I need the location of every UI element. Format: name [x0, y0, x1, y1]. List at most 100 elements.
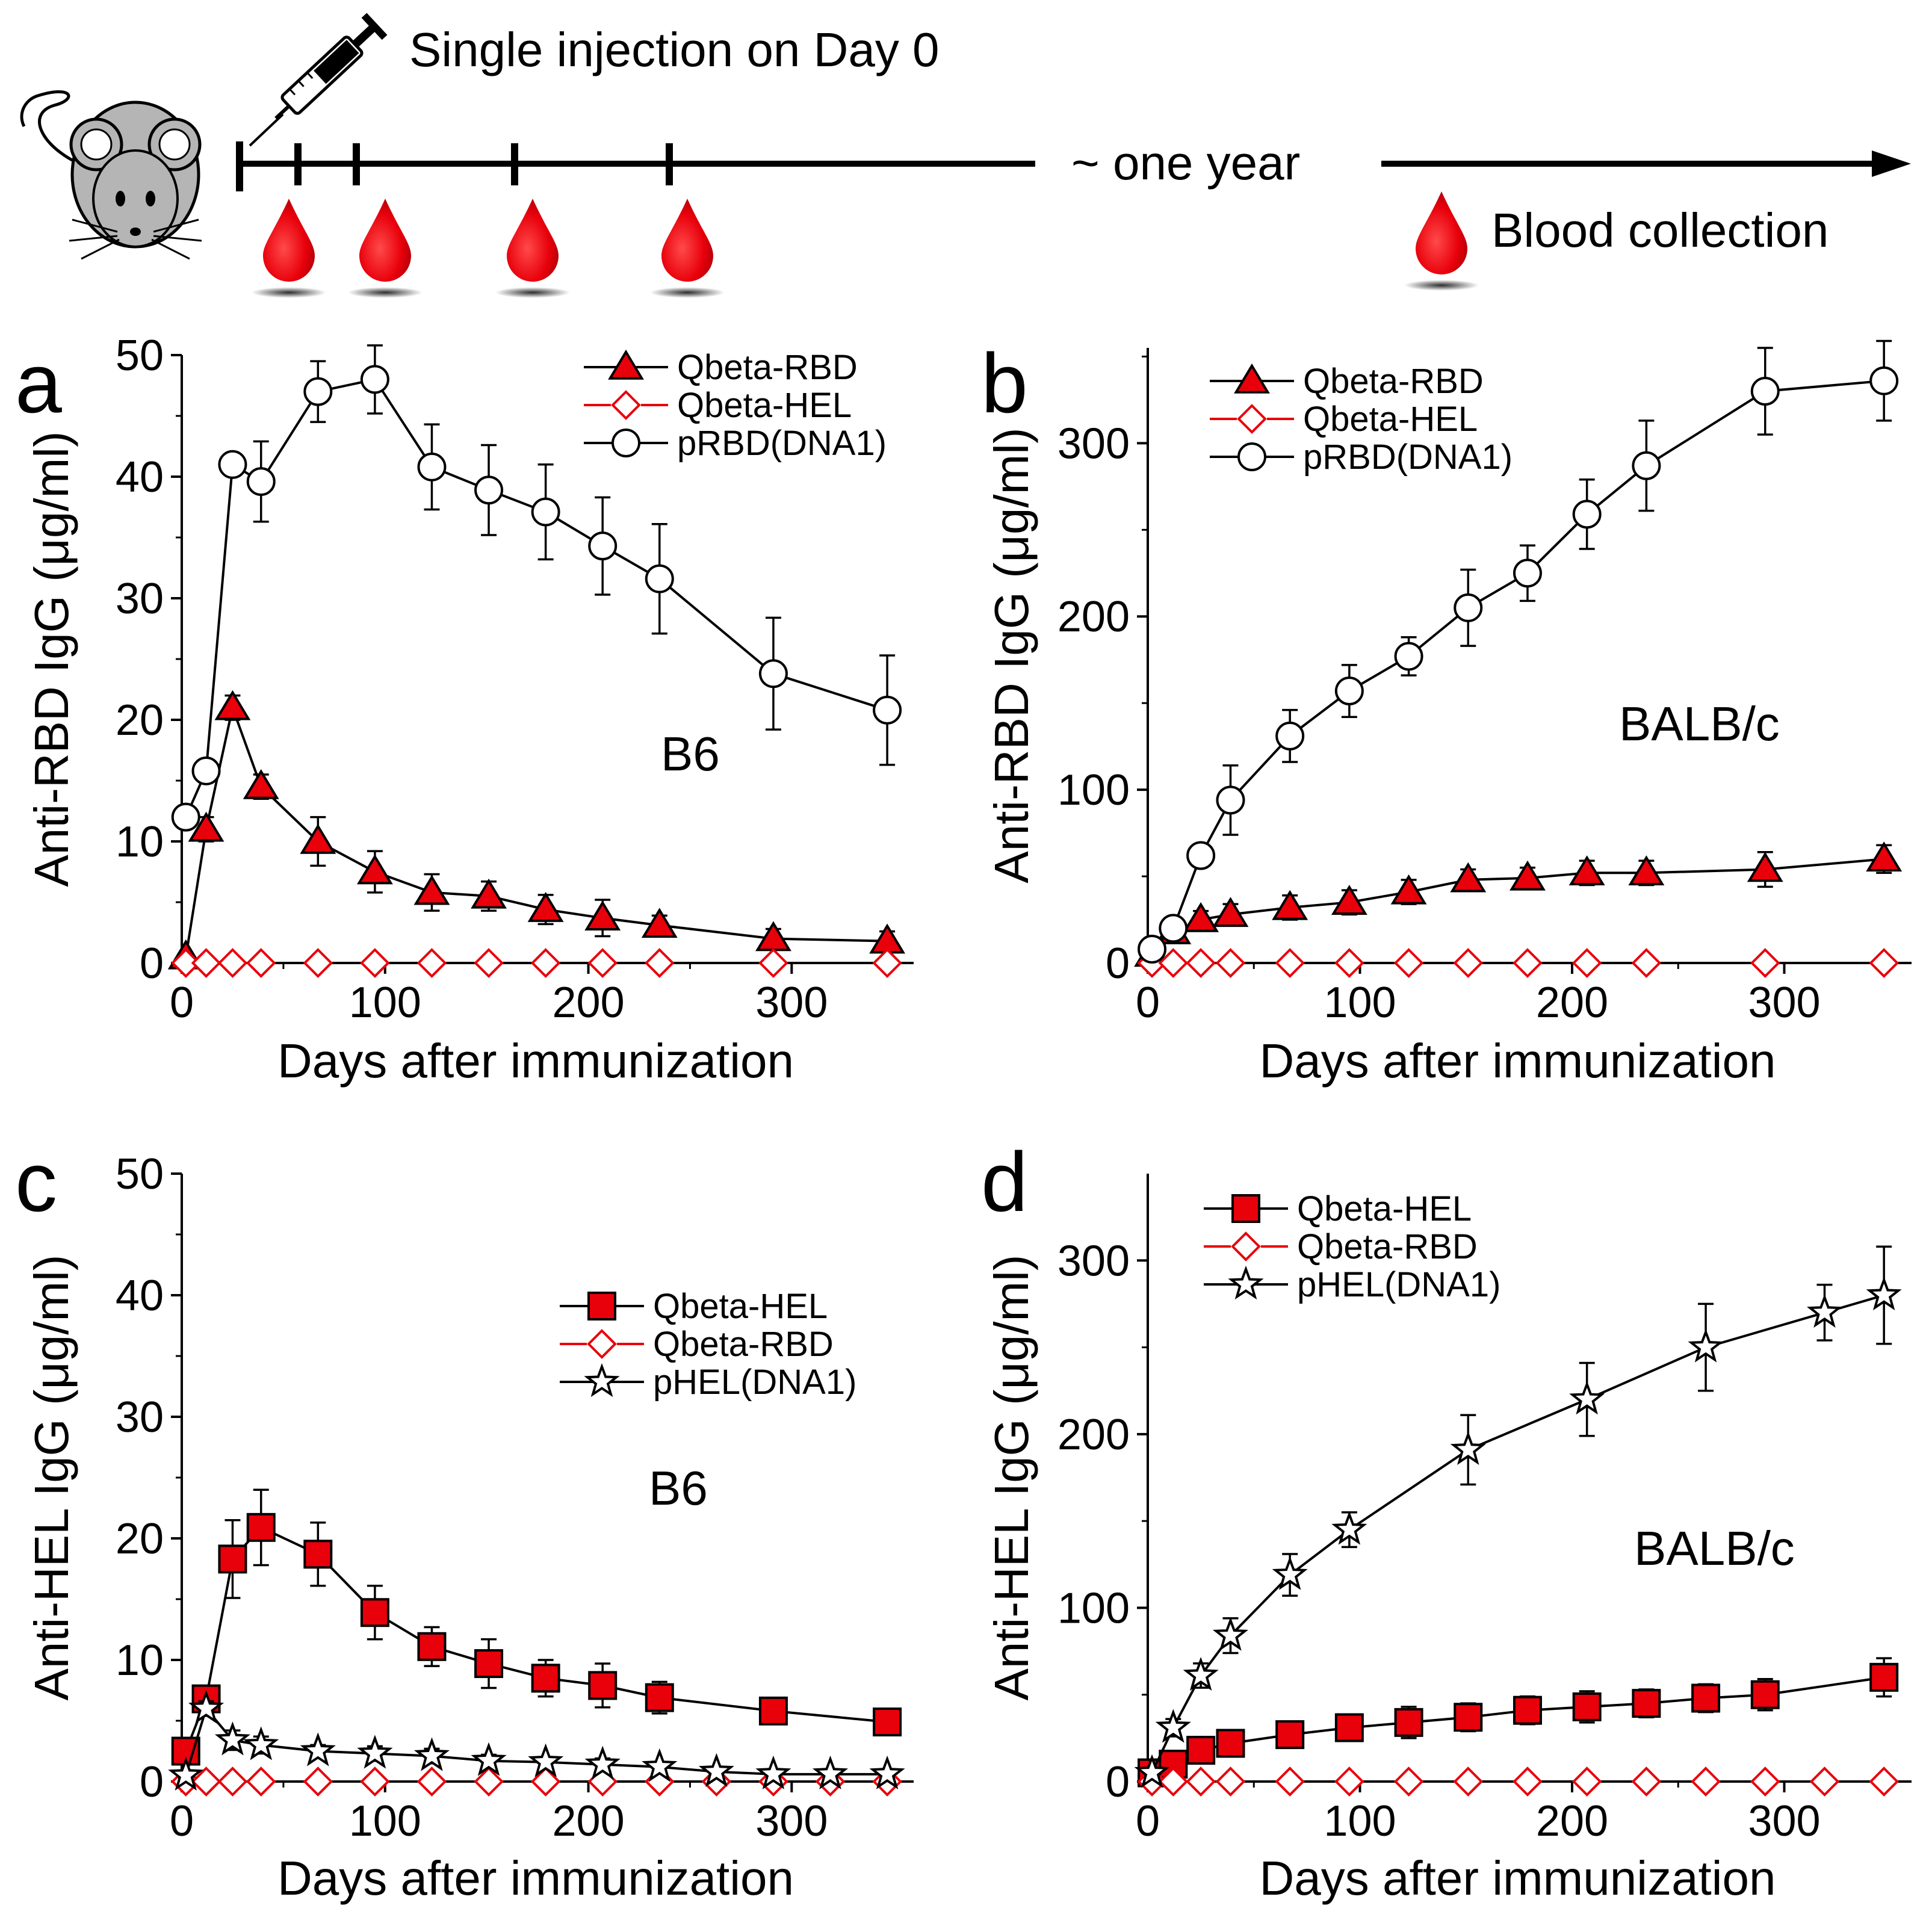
y-tick-label: 40 [116, 1272, 164, 1320]
x-tick-label: 100 [349, 1797, 421, 1845]
data-point [1869, 1766, 1900, 1797]
y-tick-label: 40 [116, 453, 164, 501]
y-tick-label: 20 [116, 1515, 164, 1563]
x-tick-label: 300 [1748, 1797, 1820, 1845]
data-point [360, 1598, 389, 1627]
legend-label: pHEL(DNA1) [1297, 1265, 1500, 1304]
data-point [1212, 1617, 1248, 1651]
data-point [1866, 841, 1903, 872]
data-point [1572, 1692, 1602, 1721]
data-point [1632, 451, 1661, 480]
strain-label: B6 [661, 727, 720, 781]
legend-label: Qbeta-RBD [677, 348, 858, 387]
legend-label: pRBD(DNA1) [677, 424, 887, 463]
panel-letter: b [981, 336, 1028, 430]
data-point [873, 695, 902, 725]
data-point [1572, 500, 1602, 529]
data-point [246, 1512, 276, 1542]
data-point [243, 1726, 279, 1760]
y-tick-label: 100 [1057, 766, 1130, 814]
data-point [1155, 1709, 1191, 1743]
x-tick-label: 200 [1536, 1797, 1608, 1845]
panel-letter: c [15, 1135, 57, 1229]
y-tick-label: 20 [116, 696, 164, 745]
data-point [1869, 1662, 1899, 1692]
data-point [1394, 1708, 1423, 1737]
y-tick-label: 0 [140, 940, 164, 988]
strain-label: B6 [649, 1461, 708, 1515]
data-point [1453, 948, 1484, 978]
y-axis-label: Anti-HEL IgG (μg/ml) [25, 1254, 78, 1700]
data-point [1454, 1703, 1483, 1732]
data-point [416, 1766, 447, 1797]
data-point [168, 1756, 204, 1791]
data-point [471, 1742, 507, 1776]
data-point [1275, 721, 1305, 751]
data-point [1212, 897, 1249, 927]
x-axis-label: Days after immunization [277, 1851, 794, 1905]
data-point [1215, 948, 1246, 978]
data-point [218, 450, 247, 479]
legend-marker [611, 390, 641, 420]
x-tick-label: 0 [1136, 1797, 1160, 1845]
data-point [758, 659, 788, 689]
data-point [1183, 1656, 1219, 1691]
series-Qbeta-RBD [1134, 841, 1903, 967]
schematic-header: Single injection on Day 0 ~ one year Blo… [20, 13, 1911, 298]
legend-label: Qbeta-RBD [653, 1325, 834, 1364]
data-point [584, 1745, 621, 1780]
data-point [214, 690, 251, 720]
timeline-label: ~ one year [1071, 136, 1300, 190]
y-tick-label: 30 [116, 575, 164, 623]
data-point [1866, 1276, 1902, 1311]
data-point [1186, 1736, 1216, 1765]
x-tick-label: 300 [755, 1797, 828, 1845]
data-point [1631, 1766, 1662, 1797]
data-point [1216, 1729, 1245, 1758]
data-point [1186, 948, 1216, 978]
data-point [1216, 785, 1245, 815]
legend-marker [587, 1292, 616, 1321]
legend-label: Qbeta-HEL [677, 386, 852, 425]
data-point [1869, 366, 1899, 395]
y-tick-label: 200 [1057, 1411, 1130, 1459]
data-point [217, 1766, 248, 1797]
data-point [191, 948, 221, 978]
x-tick-label: 200 [552, 979, 624, 1027]
series-pRBD(DNA1) [1138, 339, 1899, 964]
legend-marker [1237, 404, 1267, 434]
series-pRBD(DNA1) [171, 344, 902, 832]
data-point [413, 1737, 450, 1771]
data-point [246, 1766, 276, 1797]
data-point [1450, 862, 1487, 893]
x-tick-label: 0 [1136, 979, 1160, 1027]
strain-label: BALB/c [1619, 697, 1780, 751]
data-point [474, 1649, 504, 1679]
legend-marker [1228, 1265, 1264, 1300]
data-point [1275, 1766, 1305, 1797]
data-point [528, 1743, 564, 1777]
mouse-icon [20, 90, 202, 260]
x-tick-label: 300 [755, 979, 828, 1027]
data-point [1275, 1720, 1305, 1750]
data-point [1183, 902, 1219, 932]
data-point [360, 948, 390, 978]
panel-letter: a [15, 336, 62, 430]
series-Qbeta-HEL [170, 948, 902, 978]
data-point [243, 769, 279, 799]
y-tick-label: 300 [1057, 420, 1130, 468]
data-point [1750, 948, 1780, 978]
data-point [1513, 1695, 1542, 1725]
panel-letter: d [981, 1135, 1028, 1229]
data-point [1453, 1766, 1484, 1797]
blood-drop-icon [348, 199, 423, 298]
data-point [1632, 1689, 1661, 1718]
y-axis-label: Anti-HEL IgG (μg/ml) [985, 1254, 1038, 1700]
data-point [474, 948, 504, 978]
series-Qbeta-HEL [1138, 1657, 1899, 1788]
data-point [1334, 1713, 1364, 1742]
data-point [1691, 1683, 1721, 1713]
legend-marker [1234, 363, 1270, 394]
